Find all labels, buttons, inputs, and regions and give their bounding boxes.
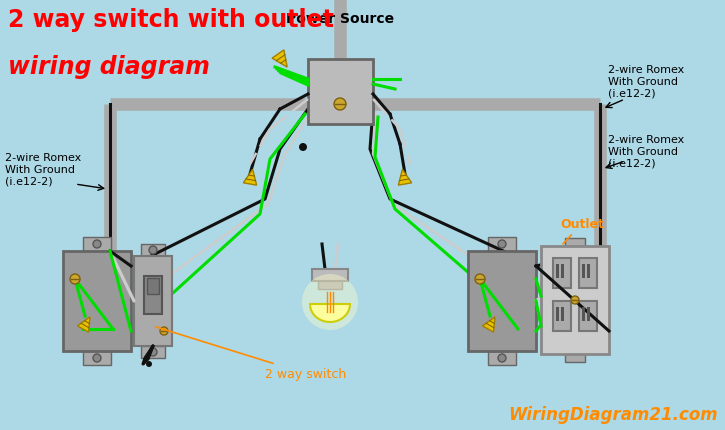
Bar [582,264,585,278]
Bar [134,256,172,346]
Bar [312,269,348,281]
Bar [561,307,564,321]
Polygon shape [244,170,257,186]
Circle shape [302,274,358,330]
Bar [83,237,111,252]
Circle shape [93,354,101,362]
Bar [141,244,165,256]
Text: 2-wire Romex
With Ground
(i.e12-2): 2-wire Romex With Ground (i.e12-2) [5,153,81,186]
Circle shape [93,240,101,249]
Polygon shape [272,51,287,68]
Bar [144,276,162,314]
Circle shape [149,246,157,255]
Bar [541,246,609,354]
Text: Outlet: Outlet [560,218,604,244]
Bar [582,307,585,321]
Bar [63,252,131,351]
Bar [468,252,536,351]
Text: 2 way switch: 2 way switch [156,327,347,380]
Bar [556,264,559,278]
Polygon shape [483,317,495,332]
Circle shape [149,348,157,356]
Text: WiringDiagram21.com: WiringDiagram21.com [508,405,718,423]
Bar [308,60,373,125]
Text: wiring diagram: wiring diagram [8,55,210,79]
Circle shape [334,99,346,111]
Bar [565,239,585,246]
Bar [83,351,111,365]
Bar [488,351,516,365]
Polygon shape [398,170,412,186]
Circle shape [160,327,168,335]
Circle shape [146,361,152,367]
Bar [579,301,597,331]
Circle shape [475,274,485,284]
Circle shape [70,274,80,284]
Circle shape [498,354,506,362]
Bar [141,346,165,358]
Bar [488,237,516,252]
Text: 2-wire Romex
With Ground
(i.e12-2): 2-wire Romex With Ground (i.e12-2) [608,65,684,98]
Bar [556,307,559,321]
Text: 2 way switch with outlet: 2 way switch with outlet [8,8,334,32]
Bar [587,264,590,278]
Polygon shape [310,304,350,322]
Bar [318,281,342,289]
Text: 2-wire Romex
With Ground
(i.e12-2): 2-wire Romex With Ground (i.e12-2) [608,135,684,168]
Bar [147,278,159,294]
Bar [561,264,564,278]
Bar [565,354,585,362]
Circle shape [299,144,307,152]
Circle shape [571,296,579,304]
Bar [579,258,597,289]
Circle shape [498,240,506,249]
Bar [553,258,571,289]
Polygon shape [78,317,90,332]
Bar [553,301,571,331]
Bar [587,307,590,321]
Text: Power Source: Power Source [286,12,394,26]
